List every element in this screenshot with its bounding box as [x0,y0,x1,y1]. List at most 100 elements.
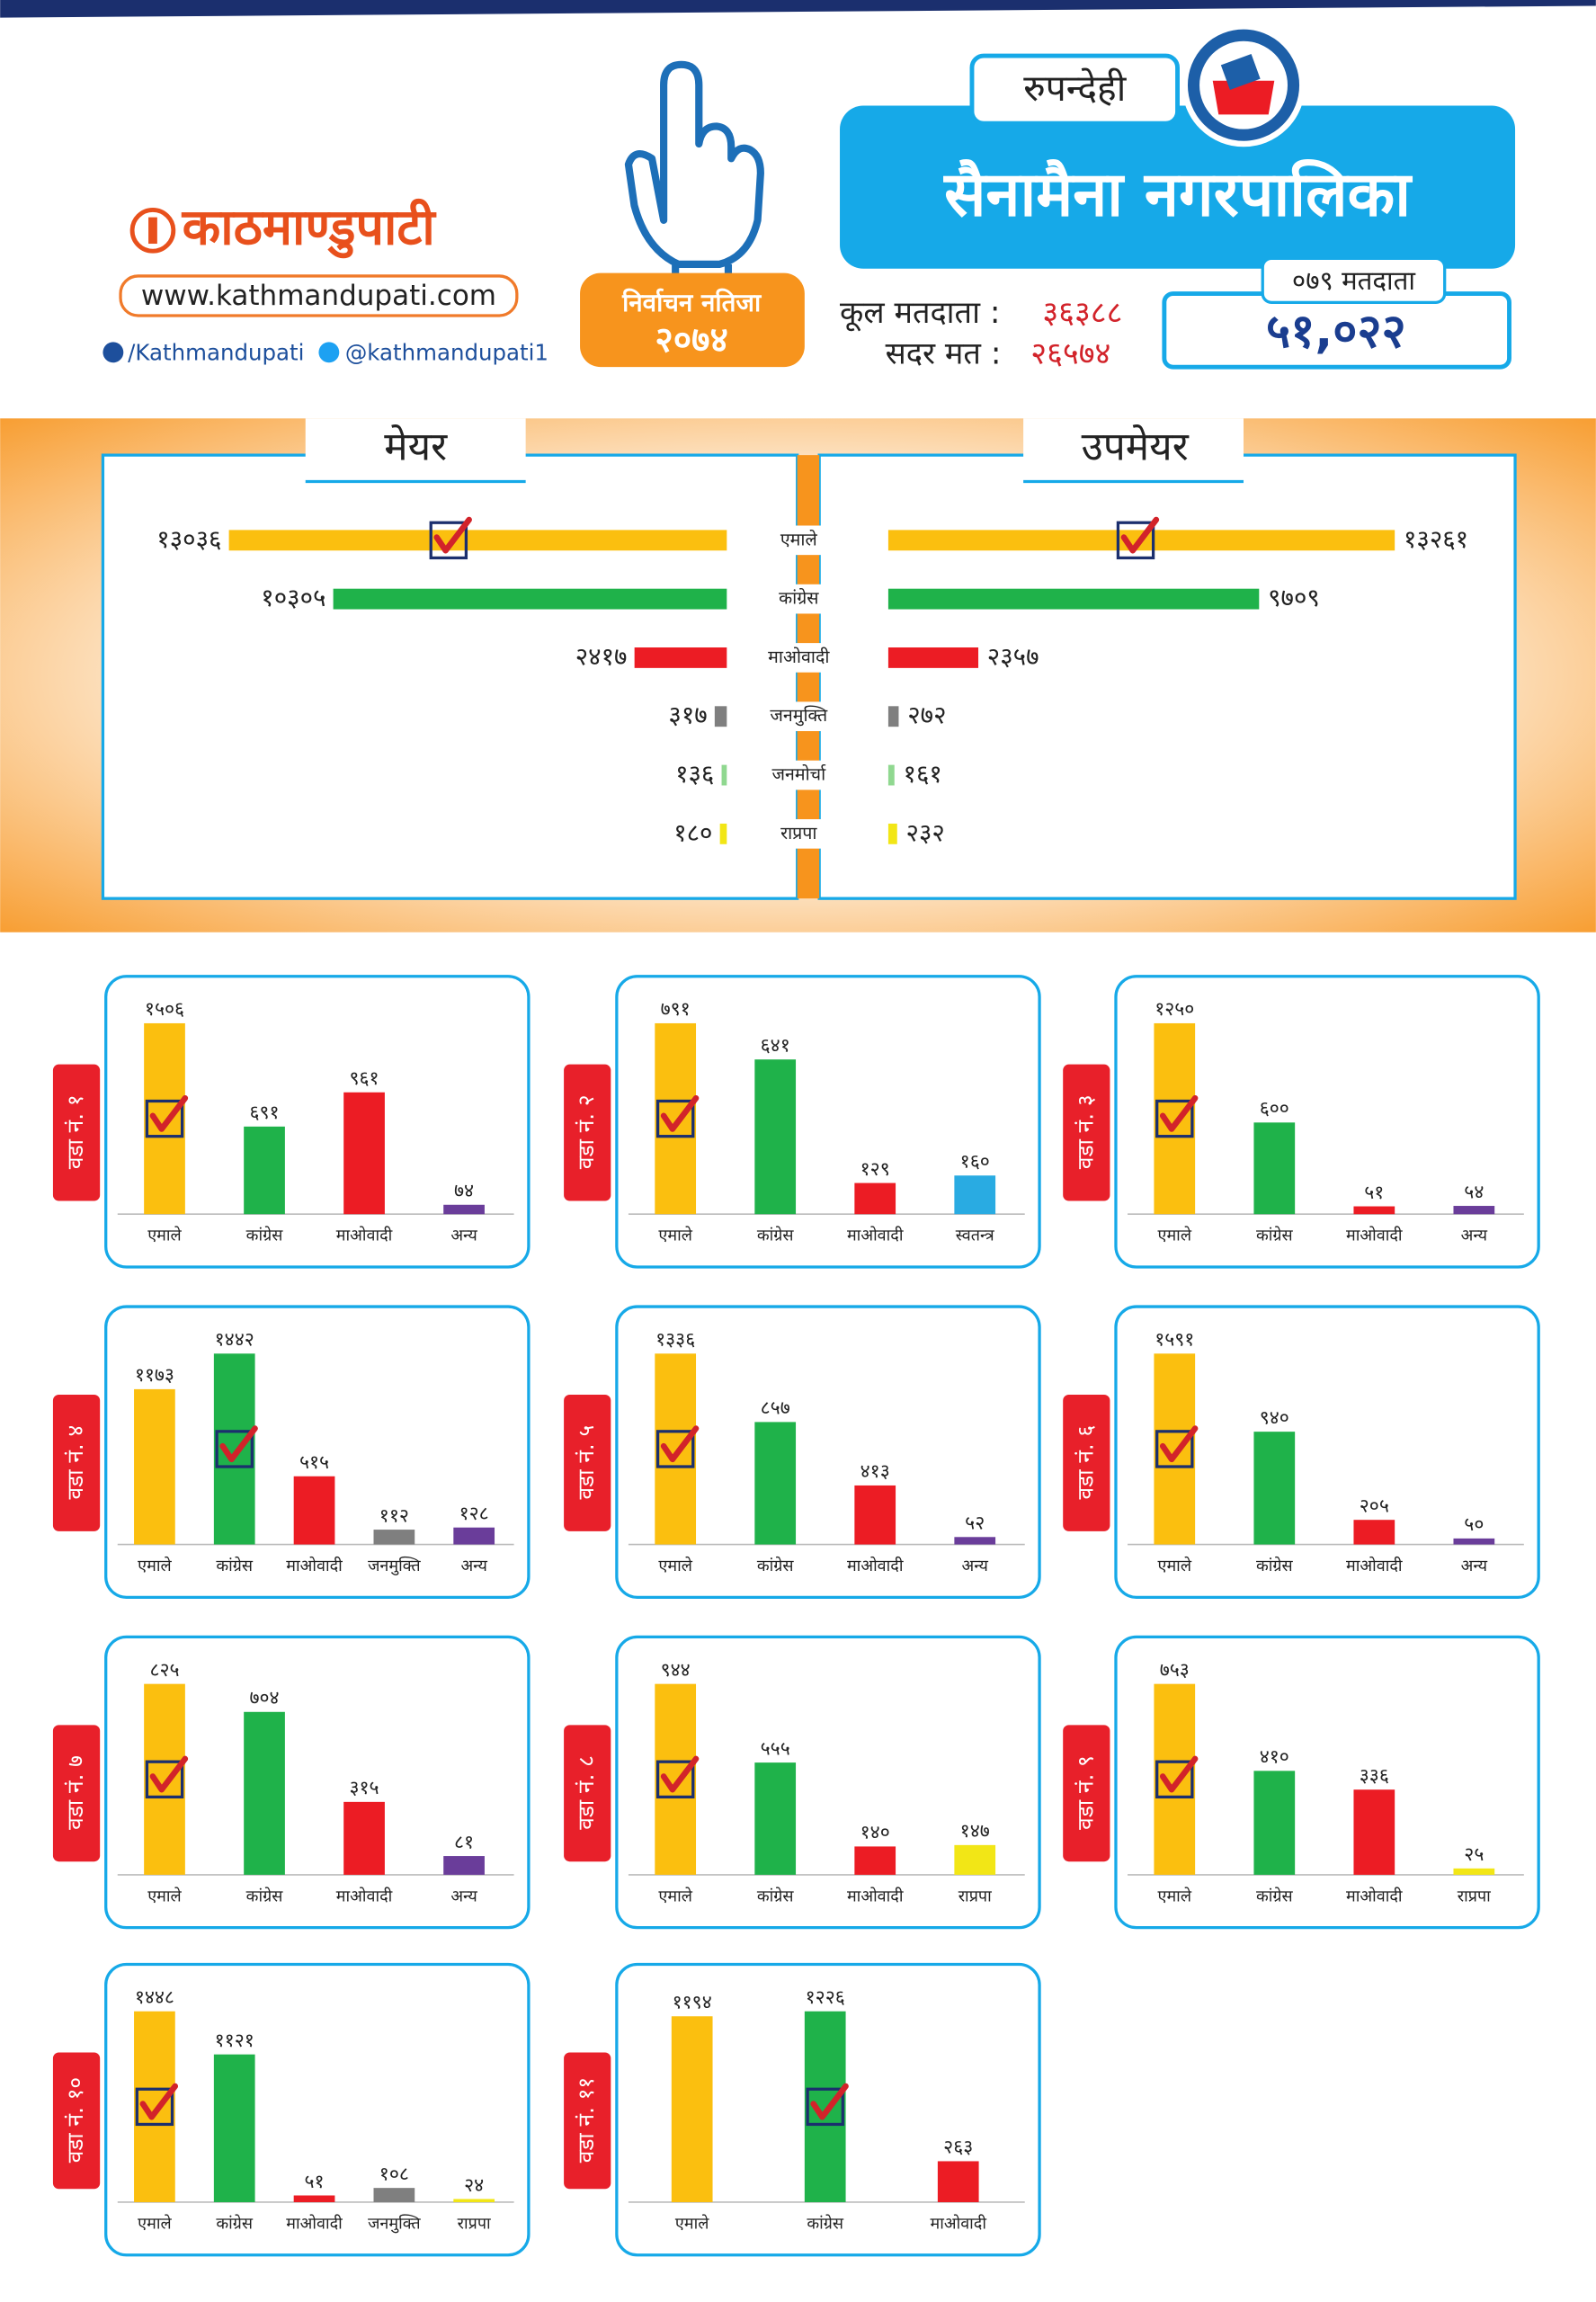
valid-votes-label: सदर मत : [886,336,1002,372]
ward-tab [1063,1395,1110,1531]
value-label: २३२ [906,817,945,847]
winner-check [215,1430,254,1468]
ward-box [104,1962,531,2257]
value-label: १४४८ [135,1986,174,2009]
election-year: २०७४ [655,320,727,361]
value-label: ३१५ [349,1777,379,1799]
bar [1353,1789,1395,1875]
x-tick-label: कांग्रेस [757,1886,795,1905]
ward-box [615,975,1041,1269]
bar [1453,1206,1495,1215]
value-label: ५२ [965,1512,985,1535]
category-box [748,525,849,556]
ward-title: वडा नं. १ [62,1094,88,1169]
x-tick-label: एमाले [1158,1226,1192,1245]
x-tick-label: राप्रपा [458,2214,491,2233]
ward-title: वडा नं. ६ [1072,1425,1098,1500]
value-label: ४१३ [860,1460,890,1483]
value-label: ११२१ [215,2030,254,2052]
ward-tab [564,1064,611,1201]
bar [134,2011,175,2202]
value-label: १३०३६ [156,524,221,554]
ward-title: वडा नं. ११ [573,2077,599,2163]
x-tick-label: माओवादी [336,1226,393,1245]
bar [714,706,727,727]
category-label: माओवादी [768,647,830,667]
winner-check [429,521,468,560]
value-label: ६९१ [249,1102,279,1124]
category-box [748,643,849,673]
category-label: कांग्रेस [779,588,819,609]
winner-check [660,1755,700,1793]
value-label: ७५३ [1160,1659,1190,1682]
category-box [748,584,849,614]
election-box [580,272,805,368]
x-tick-label: एमाले [658,1556,692,1575]
bar [1154,1022,1196,1215]
x-tick-label: कांग्रेस [246,1886,284,1905]
bar [453,2199,495,2202]
bar [887,823,897,844]
bar [213,1353,255,1545]
ward-box [104,1635,531,1930]
total-voters: ३६३८८ [1042,295,1122,331]
ward-title: वडा नं. १० [62,2077,88,2163]
bar [343,1092,385,1215]
category-label: एमाले [780,529,818,549]
voters-079: ५१,०२२ [1266,305,1406,359]
x-tick-label: कांग्रेस [1256,1556,1294,1575]
ward-title: वडा नं. ९ [1072,1755,1098,1830]
x-tick-label: एमाले [1158,1556,1192,1575]
value-label: ७९१ [661,998,691,1021]
bar [144,1683,185,1875]
ward-tab [1063,1725,1110,1862]
bar [1154,1353,1196,1545]
bar [373,1530,415,1545]
x-tick-label: अन्य [1461,1557,1488,1575]
value-label: ५५५ [761,1737,790,1760]
winner-check [139,2083,179,2120]
bar [719,823,727,844]
series-title: मेयर [384,424,448,470]
winner-check [145,1760,184,1798]
value-label: ५१ [305,2171,325,2193]
x-tick-label: माओवादी [286,2213,343,2233]
x-tick-label: कांग्रेस [1256,1226,1294,1245]
winner-check [655,1099,695,1138]
value-label: ११७३ [135,1364,174,1387]
x-tick-label: एमाले [138,2213,172,2233]
value-label: ६०० [1260,1098,1289,1120]
logo-icon [129,208,176,254]
winner-check [655,1430,695,1468]
bar [754,1762,797,1875]
x-tick-label: कांग्रेस [757,1226,795,1245]
value-label: २५ [1464,1843,1484,1866]
bar [1253,1432,1296,1545]
value-label: ५४ [1464,1181,1484,1203]
bar [343,1801,385,1875]
winner-check [655,1760,695,1798]
value-label: ७०४ [249,1687,279,1709]
x-tick-label: कांग्रेस [757,1556,795,1575]
value-label: ३३६ [1360,1764,1389,1787]
facebook: /Kathmandupati [128,339,304,365]
winner-check [1116,521,1155,560]
logo-icon [148,217,157,245]
winner-check [145,1099,184,1138]
website-box [119,274,519,317]
value-label: १०३०५ [261,583,325,612]
bar [634,647,727,668]
bar [887,764,895,786]
value-label: ९४४ [661,1659,691,1682]
bar [854,1846,896,1875]
bar [854,1485,896,1545]
x-tick-label: एमाले [147,1886,182,1905]
total-voters-label: कूल मतदाता : [840,295,1000,332]
ward-tab [52,1395,101,1531]
ward-tab [564,2052,611,2190]
value-label: ५१५ [299,1451,329,1474]
bar [293,1476,335,1545]
x-tick-label: माओवादी [1346,1556,1403,1575]
winner-check [135,2087,174,2127]
